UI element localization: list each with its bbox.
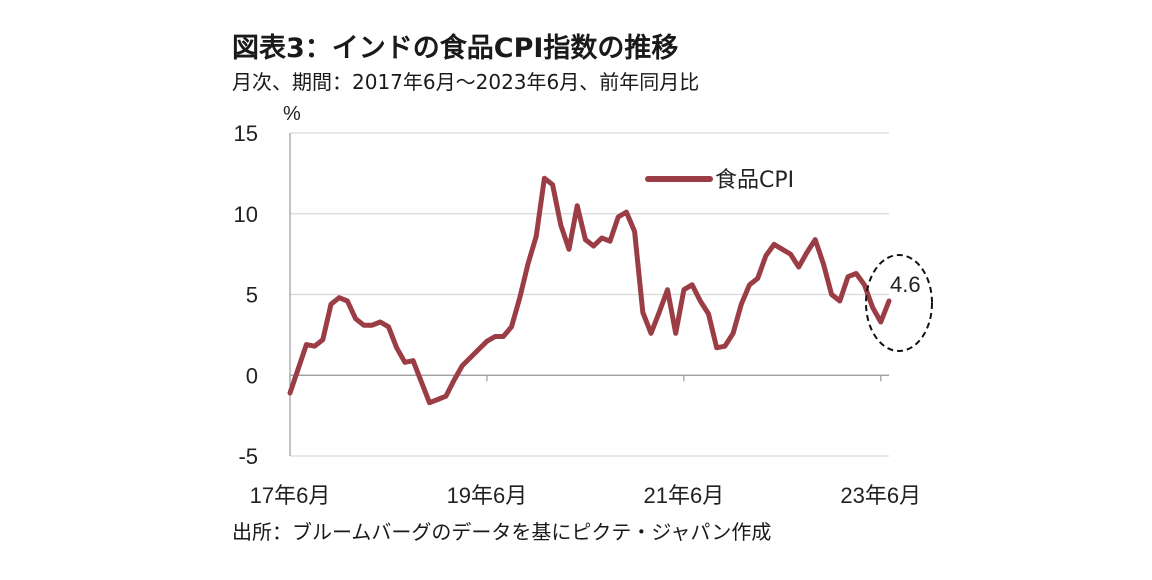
y-tick-label: 5 [246,283,258,308]
y-axis-unit: % [283,103,301,125]
series-layer [287,175,892,406]
chart-title: 図表3：インドの食品CPI指数の推移 [232,33,679,64]
last-value-annotation: 4.6 [865,254,933,352]
y-tick-label: -5 [238,444,258,469]
gridlines [290,132,889,457]
x-tick-label: 17年6月 [250,483,331,508]
series-line-food-cpi [287,175,892,406]
x-tick-labels: 17年6月 19年6月 21年6月 23年6月 [250,483,922,508]
legend: 食品CPI [645,168,794,193]
chart-subtitle: 月次、期間：2017年6月～2023年6月、前年同月比 [232,70,700,94]
y-tick-label: 0 [246,363,258,388]
x-tick-label: 23年6月 [840,483,921,508]
source-note: 出所：ブルームバーグのデータを基にピクテ・ジャパン作成 [232,520,772,544]
highlight-ellipse [865,254,933,352]
y-tick-label: 10 [234,202,258,227]
y-tick-labels: 15 10 5 0 -5 [234,121,258,469]
last-value-label: 4.6 [890,272,921,297]
legend-label: 食品CPI [715,168,794,193]
x-tick-label: 19年6月 [447,483,528,508]
y-tick-label: 15 [234,121,258,146]
x-tick-label: 21年6月 [644,483,725,508]
axes [289,133,889,456]
